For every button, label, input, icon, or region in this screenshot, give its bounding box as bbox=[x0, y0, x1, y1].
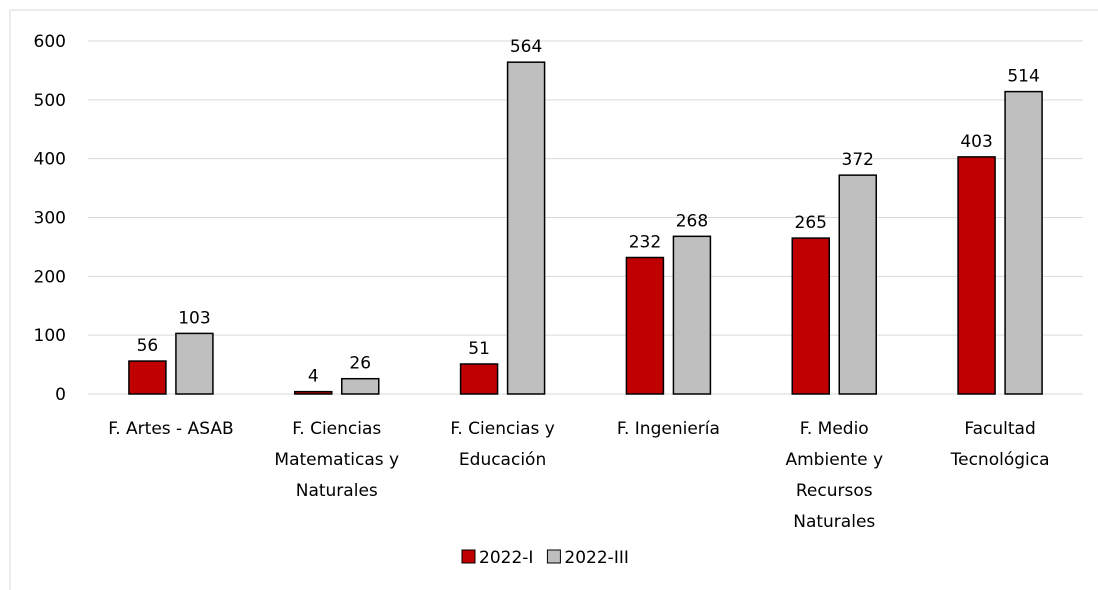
bar bbox=[957, 156, 996, 395]
data-label: 372 bbox=[842, 150, 874, 170]
bar bbox=[625, 256, 665, 395]
x-tick-label: Facultad Tecnológica bbox=[950, 419, 1050, 470]
legend-swatch bbox=[461, 549, 476, 564]
data-label: 514 bbox=[1007, 67, 1039, 87]
legend-label: 2022-III bbox=[564, 548, 628, 568]
bar bbox=[791, 237, 830, 395]
bar bbox=[294, 390, 333, 395]
bar bbox=[459, 363, 499, 395]
bar bbox=[1004, 90, 1043, 395]
data-label: 268 bbox=[676, 211, 708, 231]
data-label: 56 bbox=[137, 336, 159, 356]
bar bbox=[506, 61, 546, 395]
x-tick-label: F. Ingeniería bbox=[617, 419, 720, 439]
bar bbox=[838, 174, 877, 395]
y-tick-label: 0 bbox=[55, 385, 66, 405]
data-label: 103 bbox=[178, 308, 210, 328]
x-tick-label: F. Ciencias y Educación bbox=[450, 419, 555, 470]
y-tick-label: 600 bbox=[34, 32, 66, 52]
x-tick-label: F. Medio Ambiente y Recursos Naturales bbox=[785, 419, 883, 532]
data-label: 403 bbox=[960, 132, 992, 152]
data-label: 265 bbox=[795, 213, 827, 233]
legend-label: 2022-I bbox=[479, 548, 533, 568]
bar bbox=[175, 332, 214, 395]
data-label: 4 bbox=[308, 367, 319, 387]
x-tick-label: F. Artes - ASAB bbox=[108, 419, 233, 439]
bar bbox=[128, 360, 167, 395]
bar bbox=[341, 377, 380, 395]
y-tick-label: 500 bbox=[34, 91, 66, 111]
data-label: 26 bbox=[349, 354, 371, 374]
y-tick-label: 200 bbox=[34, 267, 66, 287]
data-label: 232 bbox=[629, 233, 661, 253]
data-label: 51 bbox=[468, 339, 490, 359]
x-tick-label: F. Ciencias Matematicas y Naturales bbox=[274, 419, 399, 501]
data-label: 564 bbox=[510, 37, 542, 57]
y-tick-label: 100 bbox=[34, 326, 66, 346]
y-tick-label: 300 bbox=[34, 209, 66, 229]
legend-swatch bbox=[546, 549, 561, 564]
y-tick-label: 400 bbox=[34, 150, 66, 170]
bar bbox=[672, 235, 712, 395]
chart-frame bbox=[9, 9, 1098, 590]
